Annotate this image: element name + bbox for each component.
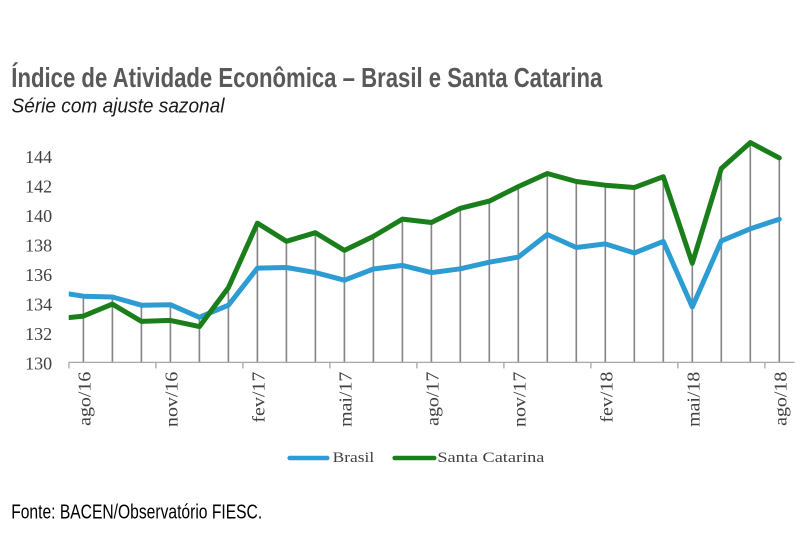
svg-text:144: 144 [25, 147, 52, 167]
svg-text:Série com ajuste sazonal: Série com ajuste sazonal [12, 96, 226, 118]
svg-text:ago/18: ago/18 [770, 372, 790, 426]
svg-text:Brasil: Brasil [333, 450, 375, 466]
svg-text:136: 136 [25, 265, 52, 285]
svg-text:nov/16: nov/16 [161, 372, 181, 427]
svg-text:Índice de Atividade Econômica: Índice de Atividade Econômica – Brasil e… [11, 62, 603, 93]
svg-text:134: 134 [25, 294, 52, 314]
svg-text:ago/17: ago/17 [422, 372, 442, 426]
svg-text:140: 140 [25, 206, 52, 226]
svg-text:Santa Catarina: Santa Catarina [437, 450, 544, 466]
svg-text:mai/17: mai/17 [335, 372, 355, 427]
svg-text:Fonte: BACEN/Observatório FIES: Fonte: BACEN/Observatório FIESC. [11, 502, 262, 524]
svg-text:142: 142 [25, 176, 52, 196]
svg-text:132: 132 [25, 324, 52, 344]
svg-text:nov/17: nov/17 [509, 372, 529, 427]
svg-text:fev/17: fev/17 [248, 372, 268, 423]
svg-text:fev/18: fev/18 [596, 372, 616, 423]
svg-text:ago/16: ago/16 [74, 372, 94, 426]
svg-text:138: 138 [25, 235, 52, 255]
svg-text:mai/18: mai/18 [683, 372, 703, 427]
svg-text:130: 130 [25, 353, 52, 373]
